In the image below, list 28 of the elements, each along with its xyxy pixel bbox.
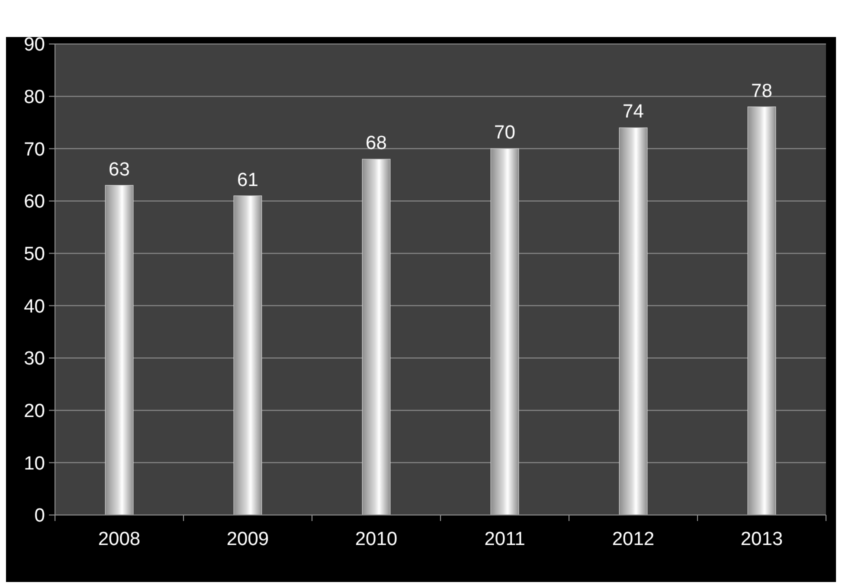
- y-tick-label: 30: [24, 348, 45, 370]
- data-label: 74: [622, 102, 644, 123]
- data-label: 68: [366, 133, 387, 154]
- x-tick-label: 2013: [740, 529, 783, 550]
- bar: [619, 127, 648, 516]
- y-tick-label: 40: [24, 296, 45, 318]
- x-tick-label: 2011: [484, 529, 526, 550]
- bar: [490, 148, 519, 516]
- x-tick-label: 2012: [612, 529, 654, 550]
- x-tick-label: 2010: [355, 529, 398, 550]
- data-label: 63: [108, 159, 130, 180]
- bar: [234, 196, 262, 516]
- y-tick-label: 90: [24, 34, 45, 56]
- x-tick-label: 2009: [226, 529, 269, 550]
- y-tick-label: 70: [24, 139, 45, 160]
- y-tick-label: 20: [24, 400, 45, 422]
- y-tick-label: 50: [24, 244, 45, 265]
- y-tick-label: 10: [24, 453, 45, 474]
- data-label: 78: [751, 80, 772, 102]
- data-label: 70: [494, 122, 516, 144]
- bar: [748, 106, 776, 516]
- y-tick-label: 80: [24, 86, 45, 108]
- bar: [362, 158, 390, 516]
- data-label: 61: [237, 170, 258, 191]
- x-tick-label: 2008: [98, 529, 140, 550]
- y-tick-label: 0: [34, 506, 45, 527]
- bar: [105, 185, 134, 516]
- y-tick-label: 60: [24, 192, 45, 213]
